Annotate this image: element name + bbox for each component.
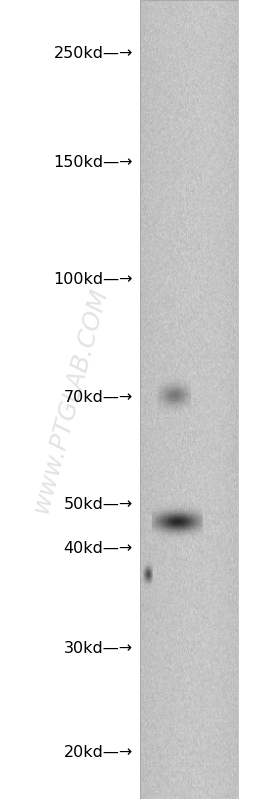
Bar <box>140 0 238 799</box>
Text: www.PTGLAB.COM: www.PTGLAB.COM <box>28 284 112 515</box>
Text: 250kd—→: 250kd—→ <box>54 46 133 61</box>
Text: 50kd—→: 50kd—→ <box>64 498 133 512</box>
Text: 40kd—→: 40kd—→ <box>64 542 133 556</box>
Text: 70kd—→: 70kd—→ <box>64 390 133 404</box>
Text: 30kd—→: 30kd—→ <box>64 642 133 656</box>
Text: 20kd—→: 20kd—→ <box>64 745 133 760</box>
Text: 100kd—→: 100kd—→ <box>53 272 133 287</box>
Text: 150kd—→: 150kd—→ <box>53 155 133 169</box>
